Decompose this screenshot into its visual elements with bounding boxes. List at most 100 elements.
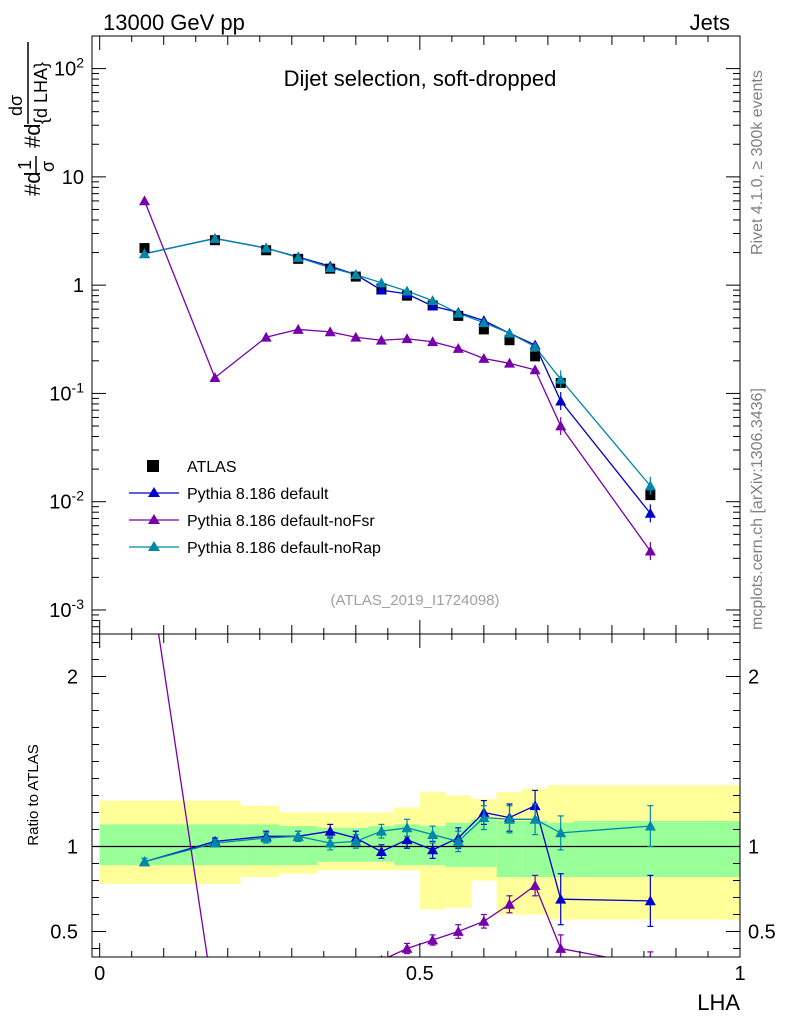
series-point-0 xyxy=(427,300,439,311)
y-label-part-1: #d xyxy=(20,172,45,196)
series-point-1 xyxy=(644,545,656,556)
ratio-point-1 xyxy=(261,984,272,994)
series-point-0 xyxy=(555,395,567,406)
y-label-part-2: 1 xyxy=(15,160,35,170)
y-label-part-3: σ xyxy=(38,161,58,172)
legend-norap-marker xyxy=(148,541,160,551)
x-tick-label: 0 xyxy=(94,963,105,985)
series-point-2 xyxy=(350,269,362,280)
y-tick-label: 10-3 xyxy=(49,596,84,622)
series-point-1 xyxy=(529,364,541,375)
series-point-2 xyxy=(427,295,439,305)
atlas-point xyxy=(139,243,150,254)
ratio-point-1 xyxy=(555,943,567,953)
ratio-tick-label-right: 0.5 xyxy=(748,922,776,944)
series-point-0 xyxy=(644,507,656,518)
series-point-2 xyxy=(503,327,515,338)
analysis-label: (ATLAS_2019_I1724098) xyxy=(330,592,499,609)
ratio-point-1 xyxy=(427,934,439,945)
series-point-2 xyxy=(644,480,656,491)
y-tick-label: 10-1 xyxy=(49,379,84,405)
ratio-tick-label-left: 0.5 xyxy=(50,922,78,944)
ratio-point-1 xyxy=(645,960,656,970)
x-tick-label: 0.5 xyxy=(406,963,434,985)
series-point-1 xyxy=(139,195,151,206)
series-point-2 xyxy=(529,341,541,352)
ratio-point-1 xyxy=(209,1002,220,1012)
legend: ATLAS Pythia 8.186 default Pythia 8.186 … xyxy=(129,459,381,557)
ratio-tick-label-right: 2 xyxy=(748,667,759,689)
y-axis-label: #d 1 σ #d dσ {d LHA} xyxy=(6,42,58,196)
ratio-point-0 xyxy=(375,846,387,856)
series-point-1 xyxy=(292,323,304,334)
ratio-point-2 xyxy=(555,827,567,838)
ratio-point-1 xyxy=(401,943,413,953)
ratio-point-2 xyxy=(427,829,439,839)
ratio-point-1 xyxy=(350,963,361,973)
y-label-part-5: dσ xyxy=(6,95,26,116)
series-point-1 xyxy=(375,334,387,345)
stat-unc-band xyxy=(99,824,164,866)
ratio-point-1 xyxy=(478,915,490,926)
ratio-point-0 xyxy=(324,825,336,836)
series-point-2 xyxy=(209,232,221,243)
series-point-2 xyxy=(555,373,567,384)
ratio-point-2 xyxy=(350,835,362,846)
main-panel: 10-3 10-2 10-1 1 10 102 Dijet selection, soft… xyxy=(6,35,741,635)
x-tick-label: 1 xyxy=(734,963,745,985)
series-point-1 xyxy=(427,336,439,347)
series-point-1 xyxy=(478,353,490,363)
series-point-1 xyxy=(401,333,413,344)
energy-label: 13000 GeV pp xyxy=(103,10,245,35)
ratio-point-1 xyxy=(139,535,150,545)
legend-default: Pythia 8.186 default xyxy=(187,486,329,503)
x-axis-label: LHA xyxy=(697,990,740,1015)
series-point-2 xyxy=(375,277,387,288)
ratio-point-0 xyxy=(644,895,656,906)
category-label: Jets xyxy=(690,10,730,35)
ratio-point-1 xyxy=(452,926,464,936)
ratio-line-1 xyxy=(157,634,610,957)
atlas-point xyxy=(478,324,489,335)
ratio-point-1 xyxy=(529,880,541,890)
ratio-tick-label-left: 2 xyxy=(67,667,78,689)
y-label-part-6: {d LHA} xyxy=(31,62,51,124)
series-line-2 xyxy=(144,237,651,487)
ratio-point-0 xyxy=(427,844,439,855)
ratio-point-2 xyxy=(644,820,656,831)
legend-norap: Pythia 8.186 default-noRap xyxy=(187,540,381,557)
series-point-2 xyxy=(139,248,151,259)
legend-atlas: ATLAS xyxy=(187,459,237,476)
ratio-point-2 xyxy=(503,813,515,824)
y-tick-label: 10-2 xyxy=(49,488,84,514)
stat-unc-band xyxy=(240,824,279,866)
legend-nofsr: Pythia 8.186 default-noFsr xyxy=(187,513,375,530)
y-tick-label: 102 xyxy=(54,55,84,81)
ratio-y-label: Ratio to ATLAS xyxy=(25,744,42,845)
legend-default-marker xyxy=(148,487,160,497)
series-point-1 xyxy=(452,342,464,353)
series-point-0 xyxy=(375,284,387,295)
legend-atlas-marker xyxy=(147,460,159,472)
ratio-tick-label-left: 1 xyxy=(67,837,78,859)
legend-nofsr-marker xyxy=(148,514,160,524)
ratio-point-1 xyxy=(503,898,515,909)
y-tick-label: 10 xyxy=(62,167,84,189)
ratio-point-2 xyxy=(292,830,304,841)
ratio-point-2 xyxy=(478,812,490,822)
series-point-1 xyxy=(324,326,336,337)
series-point-1 xyxy=(209,372,221,383)
ratio-panel: 0.5 0.51 12 2 Ratio to ATLAS xyxy=(25,535,776,1012)
ratio-point-2 xyxy=(324,837,336,848)
ratio-point-2 xyxy=(375,825,387,836)
ratio-point-2 xyxy=(401,822,413,833)
series-point-2 xyxy=(452,307,464,318)
ratio-frame xyxy=(91,633,741,958)
ratio-point-2 xyxy=(139,856,151,867)
atlas-point xyxy=(530,351,541,362)
series-point-2 xyxy=(292,252,304,262)
series-point-1 xyxy=(503,357,515,368)
mcplots-label: mcplots.cern.ch [arXiv:1306.3436] xyxy=(749,388,766,630)
series-point-2 xyxy=(324,262,336,273)
